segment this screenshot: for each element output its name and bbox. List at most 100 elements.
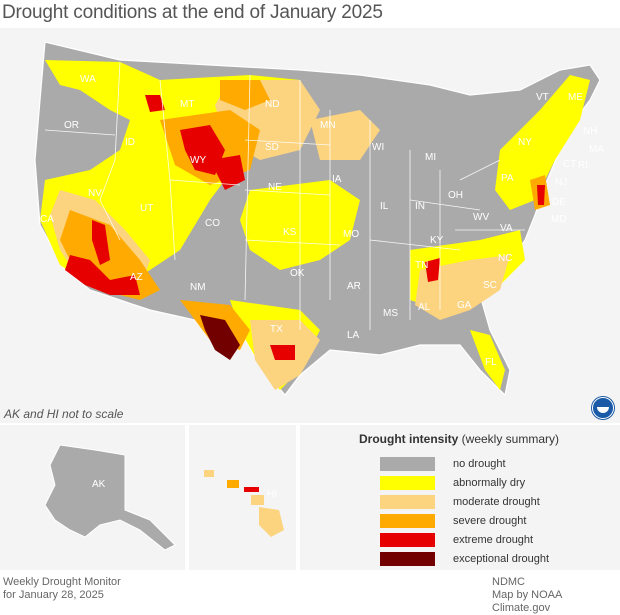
legend-label: severe drought [453,515,527,527]
legend-swatch [380,552,435,566]
hawaii-map-svg: HI [204,470,284,537]
moderate-great-lakes-region [310,110,380,160]
legend-label: extreme drought [453,534,534,546]
hawaii-island-molokai [244,487,259,492]
legend-swatch [380,476,435,490]
legend-label: moderate drought [453,496,540,508]
state-label-nv: NV [88,188,102,199]
state-label-ct: CT [563,159,576,170]
legend-row-abnormally-dry: abnormally dry [380,476,525,490]
state-label-ne: NE [268,182,282,193]
extreme-nevada-region [92,220,110,265]
legend-row-exceptional: exceptional drought [380,552,549,566]
state-label-ma: MA [589,144,604,155]
state-label-tn: TN [415,260,428,271]
hawaii-island-maui [251,495,264,505]
state-label-wi: WI [372,142,384,153]
contiguous-us-map: WA OR ID MT ND MN WI MI NY VT ME NH MA C… [0,28,620,423]
state-label-il: IL [380,201,389,212]
legend-row-moderate: moderate drought [380,495,540,509]
state-label-wa: WA [80,74,96,85]
footer-credit: NDMC Map by NOAA Climate.gov [492,576,620,615]
legend-label: abnormally dry [453,477,526,489]
footer-source: Weekly Drought Monitor for January 28, 2… [3,576,121,602]
state-label-sc: SC [483,280,497,291]
noaa-logo-icon [592,397,614,419]
exceptional-west-texas-region [200,315,240,360]
state-label-nc: NC [498,253,512,264]
state-label-al: AL [418,302,431,313]
legend-title-rest: (weekly summary) [458,432,560,446]
state-label-me: ME [568,92,583,103]
extreme-idaho-region [145,95,165,112]
extreme-colorado-region [210,155,245,190]
state-label-ms: MS [383,308,398,319]
dry-florida-region [470,330,505,390]
extreme-texas-region [270,345,295,360]
state-label-mi: MI [425,152,436,163]
footer-credit-line2: Map by NOAA Climate.gov [492,589,562,614]
legend-swatch [380,514,435,528]
state-label-or: OR [64,120,79,131]
legend-swatch [380,457,435,471]
state-label-wv: WV [473,212,489,223]
alaska-map-svg: AK [44,444,176,551]
scale-note: AK and HI not to scale [4,407,124,421]
state-label-mo: MO [343,229,359,240]
state-label-co: CO [205,218,220,229]
state-label-nm: NM [190,282,206,293]
state-label-az: AZ [130,272,143,283]
state-label-fl: FL [485,357,497,368]
state-label-hi: HI [267,489,277,500]
state-label-nd: ND [265,99,279,110]
state-label-ak: AK [92,479,106,490]
page-title: Drought conditions at the end of January… [2,2,383,23]
state-label-ks: KS [283,227,297,238]
legend-title: Drought intensity (weekly summary) [359,432,559,446]
state-label-ok: OK [290,268,305,279]
hawaii-island-kauai [204,470,214,477]
state-label-mt: MT [180,99,194,110]
state-label-ut: UT [140,203,153,214]
state-label-tx: TX [270,324,283,335]
legend-panel [300,425,620,570]
state-label-ca: CA [40,214,54,225]
state-label-la: LA [347,330,360,341]
footer-credit-line1: NDMC [492,576,525,588]
legend-row-no-drought: no drought [380,457,506,471]
severe-montana-region [220,80,270,110]
state-label-ga: GA [457,300,472,311]
footer-source-line1: Weekly Drought Monitor [3,576,121,588]
state-label-in: IN [415,201,425,212]
state-label-ky: KY [430,235,444,246]
hawaii-island-big [259,507,284,537]
state-label-mn: MN [320,120,336,131]
state-label-ny: NY [518,137,532,148]
state-label-nh: NH [583,126,597,137]
extreme-socal-az-region [65,255,140,295]
extreme-newjersey-region [537,185,545,205]
legend-label: no drought [453,458,506,470]
state-label-sd: SD [265,142,279,153]
legend-swatch [380,495,435,509]
legend-row-extreme: extreme drought [380,533,533,547]
state-label-id: ID [125,137,135,148]
state-label-oh: OH [448,190,463,201]
state-label-ri: RI [578,160,588,171]
hawaii-inset: HI [189,425,296,570]
legend-label: exceptional drought [453,553,550,565]
legend-title-bold: Drought intensity [359,432,459,446]
legend-swatch [380,533,435,547]
state-label-wy: WY [190,155,206,166]
footer-source-line2: for January 28, 2025 [3,589,104,601]
state-label-md: MD [551,214,567,225]
state-boundaries [44,61,525,330]
us-drought-map-svg: WA OR ID MT ND MN WI MI NY VT ME NH MA C… [34,41,604,397]
state-label-nj: NJ [555,177,567,188]
state-label-ar: AR [347,281,361,292]
state-label-vt: VT [536,92,549,103]
alaska-inset: AK [0,425,185,570]
state-label-pa: PA [501,173,514,184]
state-label-group: WA OR ID MT ND MN WI MI NY VT ME NH MA C… [40,74,604,368]
state-label-va: VA [500,223,513,234]
